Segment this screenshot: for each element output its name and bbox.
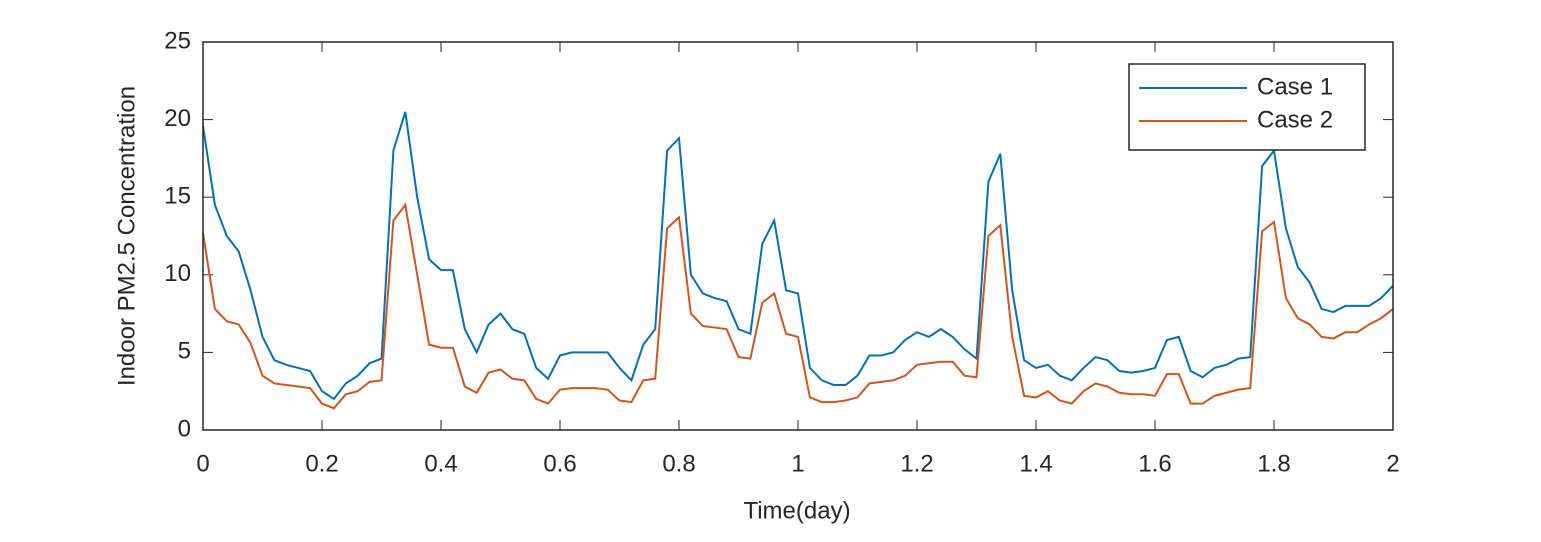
x-tick-label: 0.2	[305, 450, 338, 477]
x-axis-label: Time(day)	[743, 497, 850, 524]
data-line	[202, 111, 1394, 401]
legend: Case 1 Case 2	[1128, 63, 1366, 151]
y-axis-label: Indoor PM2.5 Concentration	[113, 86, 140, 386]
y-tick-label: 20	[164, 105, 191, 132]
legend-label: Case 2	[1257, 106, 1333, 133]
legend-box	[1128, 63, 1366, 151]
y-tick-label: 0	[178, 415, 191, 442]
x-tick-label: 1.8	[1257, 450, 1290, 477]
legend-label: Case 1	[1257, 73, 1333, 100]
x-tick-label: 0.6	[543, 450, 576, 477]
x-tick-label: 1	[791, 450, 804, 477]
y-tick-label: 15	[164, 183, 191, 210]
x-tick-label: 0	[196, 450, 209, 477]
x-tick-label: 1.4	[1019, 450, 1052, 477]
y-tick-label: 5	[178, 338, 191, 365]
y-tick-label: 10	[164, 260, 191, 287]
y-tick-label: 25	[164, 27, 191, 54]
x-tick-label: 1.2	[900, 450, 933, 477]
x-tick-label: 1.6	[1138, 450, 1171, 477]
x-tick-label: 0.8	[662, 450, 695, 477]
data-line	[202, 202, 1394, 410]
x-tick-label: 2	[1386, 450, 1399, 477]
x-tick-label: 0.4	[424, 450, 457, 477]
plot-frame	[202, 41, 1394, 431]
